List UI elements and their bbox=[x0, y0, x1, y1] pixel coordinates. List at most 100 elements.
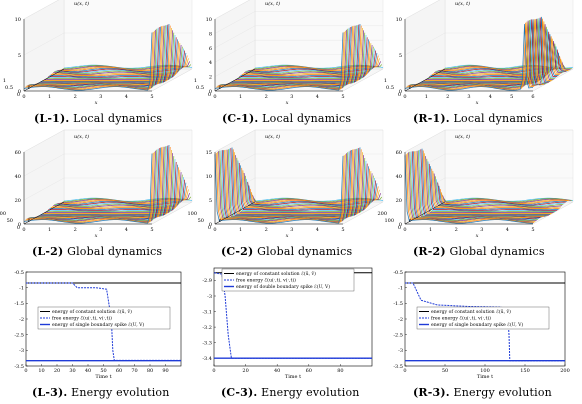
back-wall bbox=[254, 0, 384, 70]
legend-box bbox=[416, 306, 550, 330]
x-tick-label: 3 bbox=[480, 227, 483, 233]
z-tick-label: 0 bbox=[18, 89, 21, 95]
y-tick-label: 200 bbox=[377, 211, 387, 217]
x-tick-label: 30 bbox=[69, 368, 75, 374]
legend-label: energy of constant solution ℰ(ū, v̄) bbox=[236, 270, 316, 277]
y-tick-label: -2.9 bbox=[202, 278, 212, 284]
x-tick-label: 20 bbox=[242, 368, 248, 374]
surface-slice bbox=[431, 168, 560, 210]
legend-box bbox=[37, 306, 171, 330]
z-tick-label: 20 bbox=[396, 198, 402, 204]
surface-slice bbox=[437, 182, 566, 206]
surface-slice bbox=[232, 149, 362, 215]
z-gridline bbox=[23, 32, 65, 56]
x-tick-label: 2 bbox=[74, 94, 77, 100]
y-axis-label: t bbox=[219, 218, 222, 224]
z-tick-label: 0 bbox=[18, 222, 21, 228]
legend: energy of constant solution ℰ(ū, v̄)free… bbox=[221, 268, 355, 292]
y-tick-label: 1 bbox=[194, 78, 197, 84]
x-tick-label: 1 bbox=[239, 227, 242, 233]
x-tick-label: 90 bbox=[162, 368, 168, 374]
z-gridline bbox=[214, 11, 256, 34]
z-tick-label: 10 bbox=[206, 17, 212, 23]
surface-slice bbox=[404, 155, 533, 224]
surface-slice bbox=[23, 153, 153, 224]
y-axis bbox=[23, 68, 65, 92]
z-axis-label: u(x, t) bbox=[455, 0, 470, 7]
surface-slice bbox=[23, 32, 153, 91]
y-tick-label: 1 bbox=[3, 78, 6, 84]
x-axis-label: x bbox=[476, 100, 479, 106]
legend-label: energy of single boundary spike ℰ(U, V) bbox=[52, 321, 144, 328]
y-axis-label: t bbox=[409, 218, 412, 224]
z-axis-label: u(x, t) bbox=[74, 0, 89, 7]
x-tick-label: 1 bbox=[425, 94, 428, 100]
surface-slice bbox=[419, 18, 548, 84]
x-tick-label: 2 bbox=[265, 227, 268, 233]
panel-L-3: -0.5 -1 -1.5 -2 -2.5 -3 -3.50 10 20 30 40 50 60 70 80 9… bbox=[14, 270, 182, 380]
caption-text: Local dynamics bbox=[262, 112, 352, 125]
x-tick-label: 100 bbox=[480, 368, 490, 374]
x-tick-label: 0 bbox=[403, 94, 406, 100]
caption-label: (R-1). bbox=[413, 112, 450, 125]
x-tick-label: 20 bbox=[54, 368, 60, 374]
caption-label: (R-3). bbox=[413, 386, 450, 399]
legend-label: energy of single boundary spike ℰ(U, V) bbox=[431, 321, 523, 328]
y-tick-label: -0.5 bbox=[393, 270, 403, 276]
y-tick-label: -3.5 bbox=[393, 364, 403, 370]
surface-slice bbox=[214, 32, 344, 91]
back-wall bbox=[63, 129, 193, 203]
panel-C-3: -2.9 -3 -3.1 -3.2 -3.3 -3.40 20 40 60 80 Time t ene… bbox=[202, 267, 373, 380]
z-tick-label: 0 bbox=[399, 222, 402, 228]
z-tick-label: 10 bbox=[396, 17, 402, 23]
x-tick-label: 6 bbox=[531, 94, 534, 100]
legend-label: free energy ℰ(u(·,t), v(·,t)) bbox=[431, 315, 491, 322]
caption-text: Local dynamics bbox=[453, 112, 543, 125]
surface-slice bbox=[229, 148, 358, 217]
surface-slice bbox=[404, 23, 534, 91]
x-tick-label: 2 bbox=[74, 227, 77, 233]
z-tick-label: 20 bbox=[15, 198, 21, 204]
surface-slice bbox=[42, 146, 171, 215]
surface-slice bbox=[424, 153, 553, 214]
legend-label: free energy ℰ(u(·,t), v(·,t)) bbox=[52, 315, 112, 322]
x-tick-label: 0 bbox=[22, 227, 25, 233]
surface-slice bbox=[39, 145, 169, 216]
x-tick-label: 4 bbox=[489, 94, 492, 100]
surface-slice bbox=[37, 25, 166, 84]
surface-slice bbox=[230, 24, 360, 83]
y-axis bbox=[23, 201, 65, 225]
surface-slice bbox=[432, 170, 561, 209]
x-tick-label: 4 bbox=[316, 94, 319, 100]
z-tick-label: 40 bbox=[15, 174, 21, 180]
z-gridline bbox=[404, 32, 446, 56]
legend: energy of constant solution ℰ(ū, v̄)free… bbox=[416, 306, 550, 330]
caption-R-2: (R-2) Global dynamics bbox=[413, 245, 545, 258]
y-tick-label: -3 bbox=[19, 348, 24, 354]
z-tick-label: 40 bbox=[396, 174, 402, 180]
series-line bbox=[213, 272, 372, 359]
x-tick-label: 0 bbox=[213, 227, 216, 233]
x-tick-label: 1 bbox=[48, 94, 51, 100]
x-tick-label: 60 bbox=[306, 368, 312, 374]
y-tick-label: -1 bbox=[19, 285, 24, 291]
panel-L-2: 0204060012345x050100tu(x, t) bbox=[0, 129, 193, 239]
x-tick-label: 3 bbox=[99, 227, 102, 233]
surface-slice bbox=[422, 150, 552, 215]
y-tick-label: -2.5 bbox=[14, 332, 24, 338]
surface-slice bbox=[37, 146, 166, 217]
y-tick-label: -3.1 bbox=[202, 309, 212, 315]
y-axis-label: t bbox=[28, 218, 31, 224]
surface-slice bbox=[230, 147, 360, 216]
surface-slice bbox=[50, 167, 180, 210]
x-tick-label: 5 bbox=[150, 227, 153, 233]
z-tick-label: 0 bbox=[399, 89, 402, 95]
caption-R-1: (R-1). Local dynamics bbox=[413, 112, 543, 125]
y-tick-label: 0 bbox=[208, 92, 211, 98]
caption-text: Energy evolution bbox=[453, 386, 552, 399]
caption-C-3: (C-3). Energy evolution bbox=[221, 386, 360, 399]
z-gridline bbox=[214, 0, 250, 20]
z-tick-label: 2 bbox=[209, 75, 212, 81]
z-gridline bbox=[214, 25, 256, 48]
